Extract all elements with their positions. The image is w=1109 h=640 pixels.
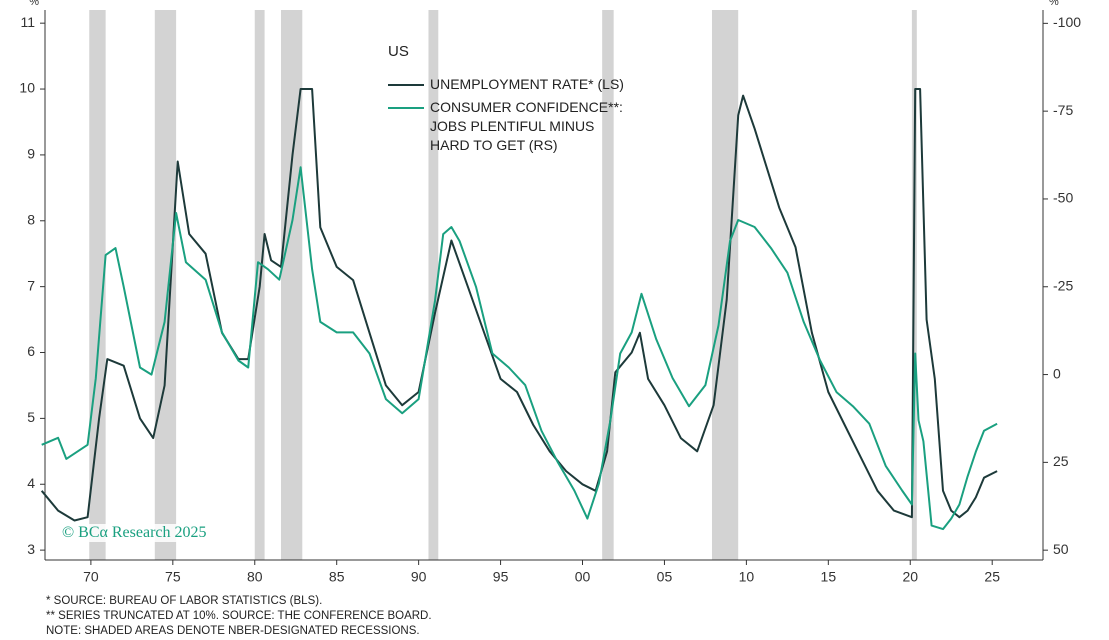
legend-item: UNEMPLOYMENT RATE* (LS) bbox=[388, 75, 628, 94]
footnote: ** SERIES TRUNCATED AT 10%. SOURCE: THE … bbox=[46, 610, 432, 622]
x-tick-label: 70 bbox=[83, 569, 99, 585]
legend-swatch bbox=[388, 84, 424, 86]
recession-band bbox=[602, 10, 614, 560]
footnotes: * SOURCE: BUREAU OF LABOR STATISTICS (BL… bbox=[46, 594, 432, 639]
x-tick-label: 25 bbox=[984, 569, 1000, 585]
x-tick-label: 20 bbox=[902, 569, 918, 585]
legend-swatch bbox=[388, 107, 424, 109]
y-tick-label: 7 bbox=[27, 277, 35, 293]
y-tick-label: 11 bbox=[20, 14, 35, 30]
series-line bbox=[41, 166, 998, 531]
legend: US UNEMPLOYMENT RATE* (LS) CONSUMER CONFI… bbox=[388, 42, 628, 159]
recession-band bbox=[154, 10, 177, 560]
y2-tick-label: -50 bbox=[1053, 190, 1073, 206]
y2-tick-label: 50 bbox=[1053, 541, 1069, 557]
y2-tick-label: 0 bbox=[1053, 365, 1061, 381]
x-tick-label: 10 bbox=[739, 569, 755, 585]
y2-tick-label: 25 bbox=[1053, 453, 1069, 469]
recession-band bbox=[89, 10, 106, 560]
footnote: NOTE: SHADED AREAS DENOTE NBER-DESIGNATE… bbox=[46, 625, 420, 637]
y-tick-label: 9 bbox=[27, 146, 35, 162]
y-tick-label: 4 bbox=[27, 475, 35, 491]
y-tick-label: 6 bbox=[27, 343, 35, 359]
y-tick-label: 5 bbox=[27, 409, 35, 425]
x-tick-label: 85 bbox=[329, 569, 345, 585]
legend-item: CONSUMER CONFIDENCE**: JOBS PLENTIFUL MI… bbox=[388, 98, 628, 155]
x-tick-label: 90 bbox=[411, 569, 427, 585]
footnote: * SOURCE: BUREAU OF LABOR STATISTICS (BL… bbox=[46, 595, 323, 607]
x-tick-label: 75 bbox=[165, 569, 181, 585]
y2-axis-unit: % bbox=[1049, 0, 1059, 8]
legend-label: UNEMPLOYMENT RATE* (LS) bbox=[430, 76, 624, 92]
x-tick-label: 05 bbox=[657, 569, 673, 585]
x-tick-label: 15 bbox=[821, 569, 837, 585]
y-tick-label: 10 bbox=[19, 80, 35, 96]
recession-band bbox=[711, 10, 739, 560]
series-line bbox=[40, 88, 998, 522]
y2-tick-label: -25 bbox=[1053, 277, 1073, 293]
x-tick-label: 00 bbox=[575, 569, 591, 585]
y-axis-unit: % bbox=[29, 0, 39, 8]
x-tick-label: 95 bbox=[493, 569, 509, 585]
legend-title: US bbox=[388, 43, 409, 60]
legend-label: CONSUMER CONFIDENCE**: JOBS PLENTIFUL MI… bbox=[430, 99, 623, 153]
x-tick-label: 80 bbox=[247, 569, 263, 585]
y2-tick-label: -75 bbox=[1053, 102, 1073, 118]
recession-band bbox=[428, 10, 439, 560]
recession-band bbox=[280, 10, 303, 560]
y2-tick-label: -100 bbox=[1053, 14, 1081, 30]
watermark: © BCα Research 2025 bbox=[62, 524, 207, 542]
y-tick-label: 8 bbox=[27, 211, 35, 227]
y-tick-label: 3 bbox=[27, 541, 35, 557]
